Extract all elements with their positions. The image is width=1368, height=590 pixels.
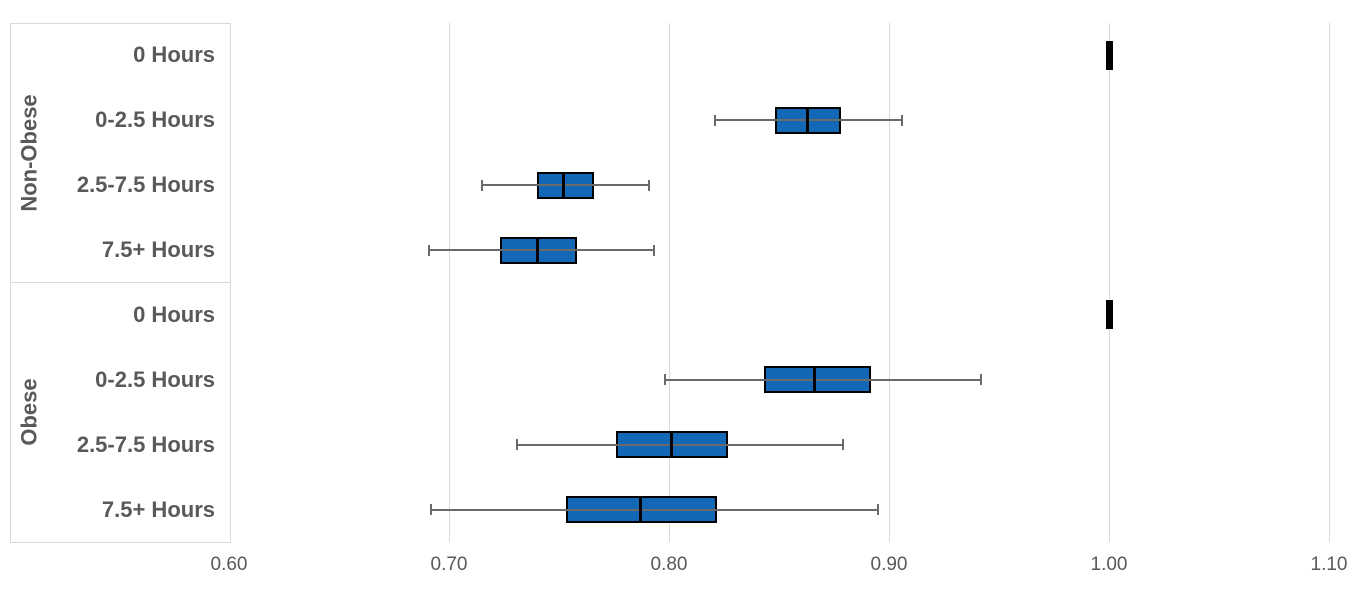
- median-line: [806, 108, 810, 132]
- whisker-line: [431, 508, 878, 511]
- whisker-cap-min: [430, 504, 433, 516]
- x-tick-label: 1.10: [1310, 554, 1348, 575]
- whisker-line: [429, 249, 654, 252]
- panel-border-vertical: [10, 23, 11, 542]
- x-tick-label: 0.90: [870, 554, 908, 575]
- category-label: 7.5+ Hours: [101, 237, 215, 263]
- whisker-line: [664, 378, 982, 381]
- x-tick-label: 1.00: [1090, 554, 1128, 575]
- category-label: 2.5-7.5 Hours: [76, 172, 215, 198]
- whisker-cap-min: [714, 114, 717, 126]
- whisker-line: [482, 184, 650, 187]
- category-label: 0-2.5 Hours: [95, 366, 215, 392]
- median-line: [535, 238, 539, 262]
- panel-border-vertical: [230, 23, 231, 542]
- category-label: 2.5-7.5 Hours: [76, 431, 215, 457]
- category-label: 0-2.5 Hours: [95, 107, 215, 133]
- gridline: [888, 23, 890, 542]
- x-tick-label: 0.70: [430, 554, 468, 575]
- whisker-cap-min: [428, 244, 431, 256]
- whisker-cap-max: [648, 179, 651, 191]
- whisker-line: [517, 443, 843, 446]
- degenerate-box: [1105, 300, 1113, 330]
- panel-border-horizontal: [10, 22, 231, 24]
- category-label: 0 Hours: [133, 301, 215, 327]
- whisker-cap-max: [652, 244, 655, 256]
- panel-border-horizontal: [10, 282, 231, 283]
- gridline: [1108, 23, 1110, 542]
- x-tick-label: 0.80: [650, 554, 688, 575]
- median-line: [812, 368, 816, 392]
- x-tick-label: 0.60: [210, 554, 248, 575]
- median-line: [669, 433, 673, 457]
- whisker-cap-min: [663, 374, 666, 386]
- category-label: 0 Hours: [133, 42, 215, 68]
- whisker-cap-min: [516, 439, 519, 451]
- panel-border-horizontal: [10, 541, 231, 543]
- category-label: 7.5+ Hours: [101, 496, 215, 522]
- whisker-cap-max: [901, 114, 904, 126]
- median-line: [638, 498, 642, 522]
- median-line: [561, 173, 565, 197]
- degenerate-box: [1105, 40, 1113, 70]
- gridline: [1328, 23, 1330, 542]
- gridline: [668, 23, 670, 542]
- whisker-cap-max: [980, 374, 983, 386]
- gridline: [448, 23, 450, 542]
- whisker-cap-max: [877, 504, 879, 516]
- whisker-cap-max: [841, 439, 844, 451]
- whisker-cap-min: [481, 179, 483, 191]
